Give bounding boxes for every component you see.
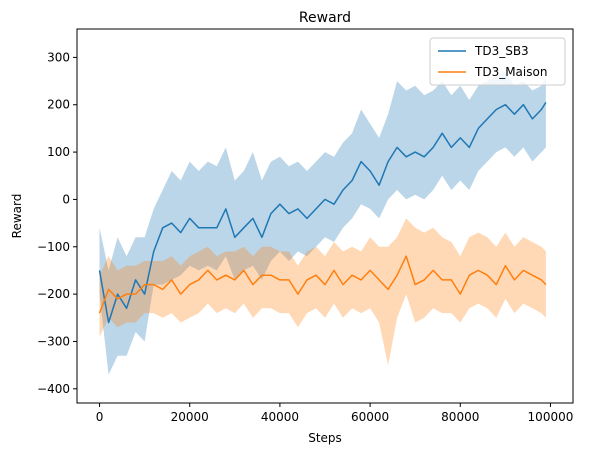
axes-frame — [76, 28, 574, 404]
x-tick-label: 60000 — [351, 410, 389, 424]
x-axis: 0 20000 40000 60000 80000 100000 — [96, 403, 574, 424]
series-line-td3-maison — [98, 255, 547, 314]
series-band-td3-sb3 — [99, 71, 546, 375]
series-line-td3-sb3 — [98, 101, 547, 324]
legend: TD3_SB3 TD3_Maison — [429, 37, 566, 86]
x-axis-label: Steps — [308, 431, 342, 445]
legend-box — [429, 37, 566, 86]
plot-area — [98, 71, 547, 375]
y-tick-label: 100 — [47, 145, 70, 159]
chart-title: Reward — [299, 10, 351, 26]
y-tick-label: −100 — [37, 240, 70, 254]
y-tick-label: −200 — [37, 287, 70, 301]
y-tick-label: 200 — [47, 98, 70, 112]
x-tick-label: 0 — [96, 410, 104, 424]
x-tick-label: 80000 — [441, 410, 479, 424]
y-tick-label: 300 — [47, 50, 70, 64]
x-tick-label: 100000 — [528, 410, 574, 424]
x-tick-label: 20000 — [171, 410, 209, 424]
y-tick-label: 0 — [62, 192, 70, 206]
series-band-td3-maison — [99, 218, 546, 366]
legend-label-td3-sb3: TD3_SB3 — [474, 44, 529, 58]
y-axis-label: Reward — [10, 194, 24, 239]
y-tick-label: −400 — [37, 382, 70, 396]
y-axis: −400 −300 −200 −100 0 100 200 300 — [37, 50, 77, 396]
x-tick-label: 40000 — [261, 410, 299, 424]
legend-label-td3-maison: TD3_Maison — [474, 65, 547, 79]
y-tick-label: −300 — [37, 334, 70, 348]
